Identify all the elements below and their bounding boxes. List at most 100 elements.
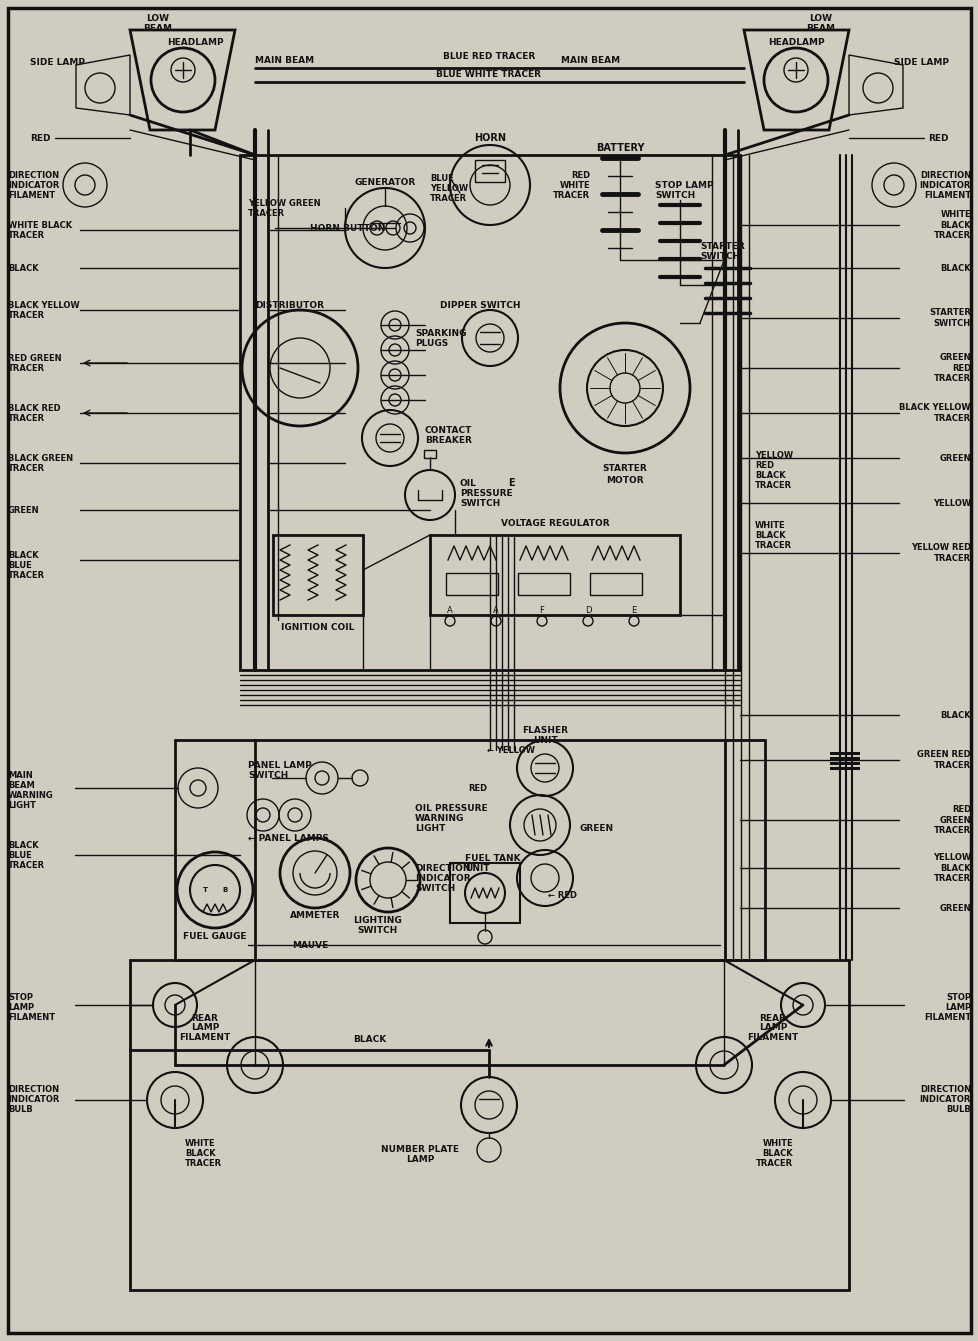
Text: INDICATOR: INDICATOR (8, 181, 60, 189)
Text: SWITCH: SWITCH (654, 190, 694, 200)
Text: SWITCH: SWITCH (358, 925, 398, 935)
Bar (450, 864, 519, 923)
Text: DIRECTION: DIRECTION (8, 170, 59, 180)
Text: FILAMENT: FILAMENT (746, 1034, 798, 1042)
Text: DIRECTION: DIRECTION (919, 170, 970, 180)
Text: TRACER: TRACER (8, 861, 45, 869)
Text: E: E (508, 477, 514, 488)
Text: WHITE: WHITE (185, 1139, 215, 1148)
Text: HEADLAMP: HEADLAMP (767, 38, 823, 47)
Text: GENERATOR: GENERATOR (354, 177, 416, 186)
Text: GREEN
RED
TRACER: GREEN RED TRACER (933, 353, 970, 384)
Bar (423, 451, 435, 459)
Text: PRESSURE: PRESSURE (460, 488, 512, 498)
Text: WARNING: WARNING (415, 814, 464, 822)
Text: RED: RED (467, 783, 486, 793)
Text: RED: RED (754, 460, 774, 469)
Text: WARNING: WARNING (8, 790, 54, 799)
Text: BLACK: BLACK (8, 263, 38, 272)
Text: TRACER: TRACER (8, 464, 45, 472)
Text: PLUGS: PLUGS (415, 338, 448, 347)
Text: BLACK GREEN: BLACK GREEN (8, 453, 73, 463)
Text: BEAM: BEAM (8, 780, 34, 790)
Text: FLASHER: FLASHER (521, 725, 567, 735)
Text: BULB: BULB (946, 1105, 970, 1114)
Text: SPARKING: SPARKING (415, 329, 467, 338)
Bar (474, 160, 505, 182)
Text: LOW: LOW (147, 13, 169, 23)
Text: FILAMENT: FILAMENT (179, 1034, 231, 1042)
Text: TRACER: TRACER (755, 1159, 792, 1168)
Text: TRACER: TRACER (553, 190, 590, 200)
Text: UNIT: UNIT (532, 735, 556, 744)
Text: MAUVE: MAUVE (291, 940, 328, 949)
Text: BEAM: BEAM (806, 24, 834, 32)
Text: BLUE WHITE TRACER: BLUE WHITE TRACER (436, 70, 541, 79)
Text: FUEL GAUGE: FUEL GAUGE (183, 932, 246, 940)
Text: ← YELLOW: ← YELLOW (486, 746, 534, 755)
Text: TRACER: TRACER (247, 208, 285, 217)
Text: YELLOW GREEN: YELLOW GREEN (247, 198, 321, 208)
Text: ← PANEL LAMPS: ← PANEL LAMPS (247, 834, 329, 842)
Text: RED
GREEN
TRACER: RED GREEN TRACER (933, 805, 970, 835)
Text: YELLOW: YELLOW (754, 451, 792, 460)
Text: BLUE RED TRACER: BLUE RED TRACER (442, 51, 535, 60)
Text: BLACK: BLACK (754, 531, 784, 539)
Bar (273, 535, 363, 616)
Text: FUEL TANK: FUEL TANK (465, 853, 520, 862)
Text: WHITE: WHITE (558, 181, 590, 189)
Bar (829, 758, 859, 760)
Text: DIRECTION: DIRECTION (919, 1085, 970, 1094)
Text: SIDE LAMP: SIDE LAMP (30, 58, 85, 67)
Text: SWITCH: SWITCH (415, 884, 455, 893)
Text: TRACER: TRACER (8, 231, 45, 240)
Text: STARTER: STARTER (602, 464, 646, 472)
Text: MAIN BEAM: MAIN BEAM (560, 55, 619, 64)
Text: HEADLAMP: HEADLAMP (166, 38, 223, 47)
Text: BEAM: BEAM (144, 24, 172, 32)
Text: LAMP: LAMP (191, 1023, 219, 1033)
Text: LIGHT: LIGHT (8, 801, 36, 810)
Text: RED GREEN: RED GREEN (8, 354, 62, 362)
Text: YELLOW
BLACK
TRACER: YELLOW BLACK TRACER (932, 853, 970, 882)
Text: LAMP: LAMP (406, 1156, 434, 1164)
Text: GREEN: GREEN (939, 904, 970, 912)
Text: BREAKER: BREAKER (424, 436, 471, 444)
Text: TRACER: TRACER (8, 311, 45, 319)
Text: MAIN BEAM: MAIN BEAM (254, 55, 314, 64)
Text: FILAMENT: FILAMENT (8, 1012, 55, 1022)
Text: DIRECTION: DIRECTION (415, 864, 470, 873)
Text: BLACK: BLACK (940, 711, 970, 720)
Text: INDICATOR: INDICATOR (415, 873, 470, 882)
Text: GREEN: GREEN (8, 506, 39, 515)
Text: BLACK: BLACK (762, 1148, 792, 1157)
Text: DISTRIBUTOR: DISTRIBUTOR (254, 300, 324, 310)
Text: OIL PRESSURE: OIL PRESSURE (415, 803, 487, 813)
Text: STARTER
SWITCH: STARTER SWITCH (928, 308, 970, 327)
Text: T: T (202, 886, 207, 893)
Text: RED: RED (927, 134, 948, 142)
Text: B: B (222, 886, 228, 893)
Text: WHITE
BLACK
TRACER: WHITE BLACK TRACER (933, 211, 970, 240)
Text: CONTACT: CONTACT (424, 425, 472, 434)
Text: BLACK: BLACK (185, 1148, 215, 1157)
Text: STOP: STOP (945, 992, 970, 1002)
Text: LIGHT: LIGHT (415, 823, 445, 833)
Text: WHITE: WHITE (754, 520, 784, 530)
Text: STOP LAMP: STOP LAMP (654, 181, 713, 189)
Text: LAMP: LAMP (758, 1023, 786, 1033)
Text: BULB: BULB (8, 1105, 32, 1114)
Text: DIRECTION: DIRECTION (8, 1085, 59, 1094)
Text: BATTERY: BATTERY (596, 143, 644, 153)
Text: BLACK: BLACK (8, 841, 38, 849)
Text: STOP: STOP (8, 992, 33, 1002)
Text: HORN BUTTON: HORN BUTTON (310, 224, 385, 232)
Text: BLACK: BLACK (353, 1035, 386, 1045)
Text: TRACER: TRACER (429, 193, 467, 202)
Text: MAIN: MAIN (8, 771, 32, 779)
Text: D: D (584, 606, 591, 614)
Text: BLACK: BLACK (8, 551, 38, 559)
Text: WHITE BLACK: WHITE BLACK (8, 220, 72, 229)
Text: F: F (539, 606, 544, 614)
Text: VOLTAGE REGULATOR: VOLTAGE REGULATOR (500, 519, 608, 527)
